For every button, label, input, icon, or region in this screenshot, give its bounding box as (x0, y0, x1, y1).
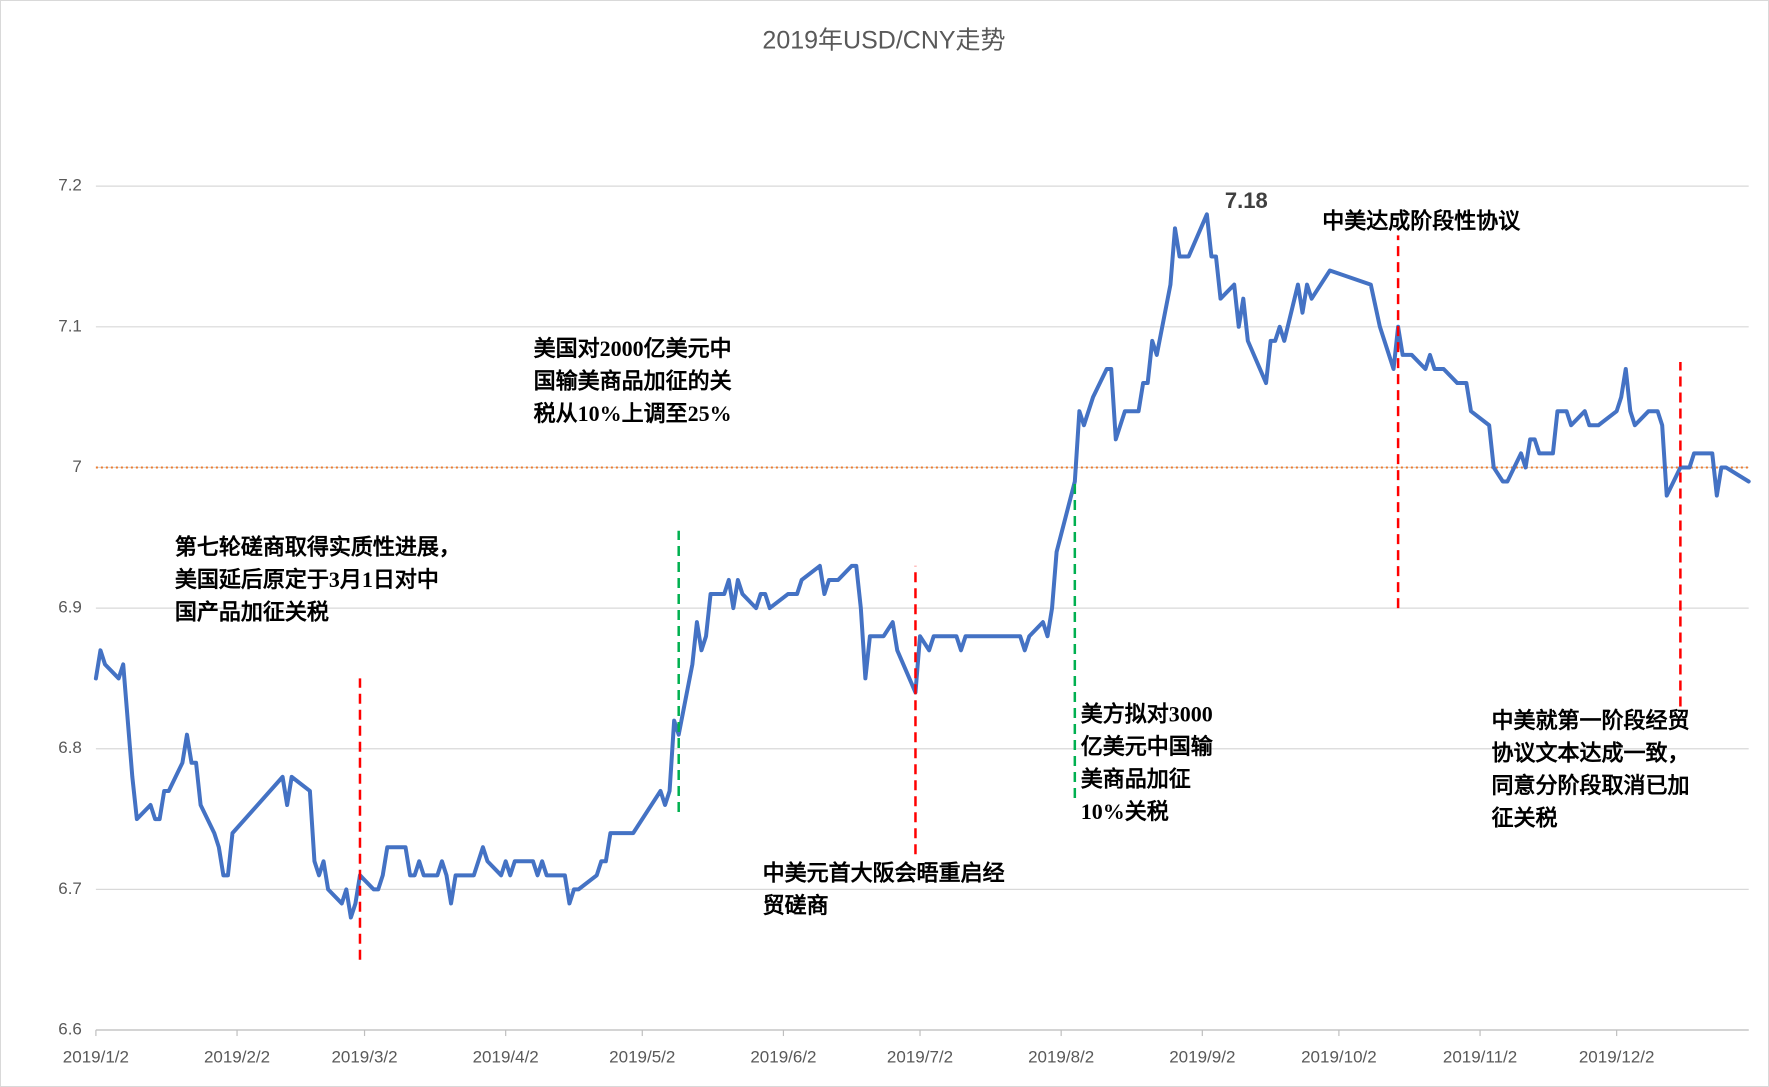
event-note: 美方拟对3000 (1081, 701, 1213, 726)
x-tick-label: 2019/5/2 (609, 1048, 675, 1067)
x-tick-label: 2019/7/2 (887, 1048, 953, 1067)
event-note: 征关税 (1491, 806, 1557, 831)
event-note: 中美元首大阪会晤重启经 (763, 861, 1005, 886)
y-tick-label: 7.2 (58, 176, 82, 195)
event-note: 第七轮磋商取得实质性进展， (175, 534, 461, 559)
x-tick-label: 2019/1/2 (63, 1048, 129, 1067)
event-note: 协议文本达成一致， (1491, 741, 1689, 766)
event-note: 中美就第一阶段经贸 (1491, 708, 1689, 733)
chart-title: 2019年USD/CNY走势 (762, 27, 1005, 55)
x-tick-label: 2019/8/2 (1028, 1048, 1094, 1067)
event-note: 美国对2000亿美元中 (534, 336, 732, 361)
event-note: 美商品加征 (1081, 766, 1191, 791)
event-note: 国输美商品加征的关 (534, 368, 732, 393)
x-tick-label: 2019/12/2 (1579, 1048, 1655, 1067)
y-tick-label: 7 (72, 457, 81, 476)
event-note: 同意分阶段取消已加 (1491, 773, 1689, 798)
y-tick-label: 6.9 (58, 598, 82, 617)
x-tick-label: 2019/4/2 (473, 1048, 539, 1067)
y-tick-label: 6.7 (58, 879, 82, 898)
event-note: 中美达成阶段性协议 (1322, 208, 1521, 233)
x-tick-label: 2019/2/2 (204, 1048, 270, 1067)
x-tick-label: 2019/10/2 (1301, 1048, 1377, 1067)
x-tick-label: 2019/3/2 (331, 1048, 397, 1067)
x-tick-label: 2019/11/2 (1443, 1048, 1517, 1067)
x-tick-label: 2019/6/2 (750, 1048, 816, 1067)
x-tick-label: 2019/9/2 (1169, 1048, 1235, 1067)
event-note: 亿美元中国输 (1081, 734, 1214, 759)
event-note: 10%关税 (1081, 799, 1169, 824)
peak-label: 7.18 (1225, 188, 1268, 213)
event-note: 税从10%上调至25% (534, 401, 732, 426)
y-tick-label: 6.6 (58, 1020, 82, 1039)
event-note: 美国延后原定于3月1日对中 (175, 567, 439, 592)
event-note: 国产品加征关税 (175, 599, 329, 624)
y-tick-label: 7.1 (58, 316, 82, 335)
data-line (93, 212, 1751, 920)
event-note: 贸磋商 (763, 893, 829, 918)
y-tick-label: 6.8 (58, 738, 82, 757)
